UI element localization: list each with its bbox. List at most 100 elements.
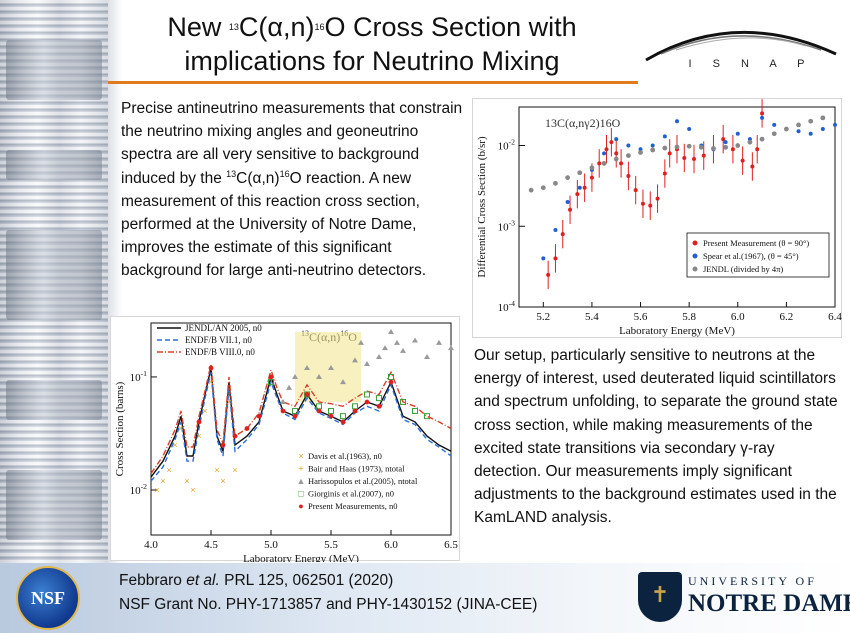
data-point [286, 384, 292, 390]
data-point [304, 392, 310, 397]
data-point [388, 373, 394, 380]
data-point [735, 131, 740, 136]
data-point [436, 339, 442, 345]
legend-marker: ▲ [297, 476, 306, 486]
data-point [528, 187, 534, 193]
legend-label: JENDL (divided by 4π) [703, 264, 783, 274]
data-point [820, 127, 825, 132]
data-point [625, 153, 631, 159]
x-tick-label: 5.5 [324, 539, 338, 551]
footer-bar [0, 563, 850, 633]
differential-cross-section-plot: 5.2 5.4 5.6 5.8 6.0 6.2 6.4 10-4 10-3 10-2 Laborat… [472, 98, 842, 338]
x-tick-label: 5.8 [682, 311, 696, 323]
data-point [292, 413, 298, 419]
legend-box [686, 232, 830, 278]
data-point [220, 442, 226, 448]
legend-label: Giorginis et al.(2007), n0 [308, 489, 394, 499]
data-point: × [178, 423, 183, 433]
data-point [304, 391, 310, 398]
data-point [400, 347, 406, 353]
notre-dame-seal-icon [638, 572, 682, 622]
data-point: × [184, 476, 189, 486]
data-point [553, 180, 558, 186]
x-tick-label: 5.2 [536, 311, 550, 323]
data-point [783, 126, 789, 132]
data-point [662, 145, 668, 151]
data-point [601, 161, 607, 166]
citation-line: Febbraro et al. PRL 125, 062501 (2020) [119, 572, 394, 589]
data-point [358, 339, 364, 345]
data-point [412, 407, 418, 414]
x-tick-label: 6.0 [731, 311, 745, 323]
legend-marker: + [298, 464, 303, 474]
data-point: × [208, 377, 213, 387]
data-point [316, 408, 322, 414]
legend-marker: □ [298, 489, 304, 499]
data-point [602, 151, 607, 156]
data-point [759, 136, 765, 142]
legend-marker [692, 266, 698, 272]
data-point [723, 140, 728, 145]
x-tick-label: 5.4 [585, 311, 599, 323]
x-axis-label: Laboratory Energy (MeV) [619, 325, 735, 337]
x-tick-label: 6.0 [384, 539, 398, 551]
isnap-logo: I S N A P [636, 14, 841, 78]
data-point [613, 156, 619, 162]
data-point [541, 256, 546, 261]
legend-label: ENDF/B VII.1, n0 [185, 335, 252, 345]
legend-marker [692, 240, 698, 246]
data-point [687, 127, 692, 132]
y-tick-label: 10-2 [130, 482, 148, 497]
y-tick-label: 10-3 [498, 218, 516, 233]
data-point [328, 407, 334, 414]
data-point [760, 115, 765, 120]
isnap-logo-text: I S N A P [688, 58, 814, 70]
data-point [328, 364, 334, 370]
legend-label: ENDF/B VIII.0, n0 [185, 347, 255, 357]
data-point: × [160, 476, 165, 486]
x-tick-label: 5.6 [634, 311, 648, 323]
data-point [400, 399, 406, 406]
data-point [638, 150, 643, 155]
data-point [328, 413, 334, 419]
legend-label: Davis et al.(1963), n0 [308, 451, 382, 461]
cross-section-svg: 4.0 4.5 5.0 5.5 6.0 6.5 10-2 10-1 Laboratory Ene… [114, 322, 458, 565]
data-point [540, 185, 546, 191]
y-tick-label: 10-4 [498, 299, 516, 314]
data-point: × [172, 440, 177, 450]
nsf-logo: NSF [16, 566, 80, 630]
data-point [352, 357, 358, 363]
data-point [833, 122, 837, 127]
y-axis-label: Cross Section (barns) [114, 381, 126, 476]
legend-label: Spear et al.(1967), (θ = 45°) [703, 251, 799, 261]
data-point [256, 413, 262, 419]
plot-frame [150, 322, 452, 536]
data-point [553, 227, 558, 232]
data-point [686, 143, 692, 149]
data-point [565, 175, 571, 181]
data-point [268, 379, 274, 386]
data-point [577, 170, 583, 176]
differential-cross-section-svg: 5.2 5.4 5.6 5.8 6.0 6.2 6.4 10-4 10-3 10-2 Laborat… [476, 99, 842, 337]
data-point [364, 399, 370, 405]
notre-dame-logo-bottom: NOTRE DAME [688, 590, 850, 617]
data-point [808, 118, 814, 124]
data-point: × [190, 485, 195, 495]
reaction-label: 13C(α,nγ2)16O [545, 116, 621, 130]
data-point [364, 391, 370, 398]
data-point [424, 354, 430, 360]
data-point [340, 419, 346, 425]
legend-label: Harissopulos et al.(2005), ntotal [308, 476, 418, 486]
data-point [820, 115, 826, 121]
data-point [352, 403, 358, 410]
data-point [638, 147, 643, 152]
data-point [626, 143, 631, 148]
background-equipment-image [0, 0, 122, 563]
data-point [352, 408, 358, 414]
data-point [589, 165, 595, 171]
data-point [304, 364, 310, 370]
data-point [280, 408, 286, 414]
data-point [388, 379, 394, 385]
data-point [424, 413, 430, 420]
data-point: × [214, 465, 219, 475]
